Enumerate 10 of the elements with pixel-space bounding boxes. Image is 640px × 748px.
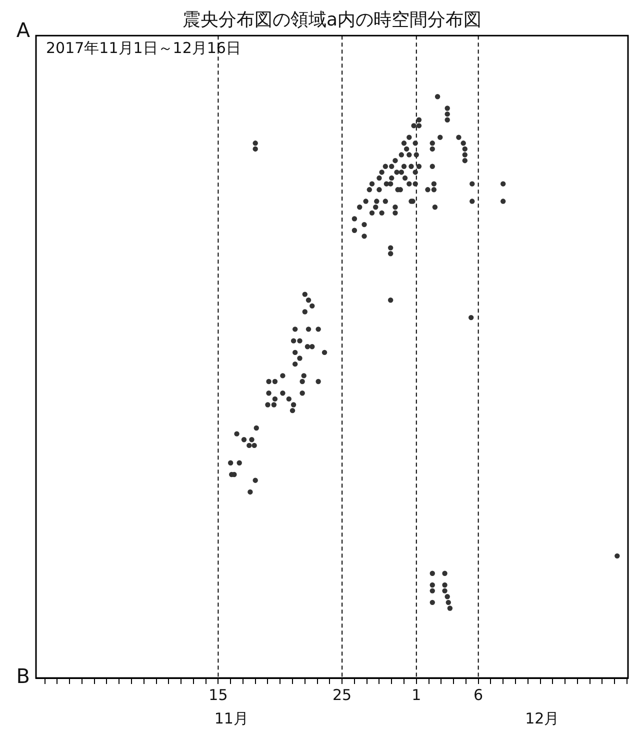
text: 11月 bbox=[214, 709, 248, 728]
x-tick-label: 1 bbox=[412, 686, 422, 704]
x-tick-label: 6 bbox=[474, 686, 484, 704]
text: 12月 bbox=[525, 709, 560, 728]
text: B bbox=[16, 664, 30, 688]
x-tick-label: 15 bbox=[208, 686, 228, 704]
chart-subtitle: 2017年11月1日～12月16日 bbox=[46, 38, 241, 57]
chart-title: 震央分布図の領域a内の時空間分布図 bbox=[182, 9, 482, 30]
x-tick-label: 25 bbox=[332, 686, 352, 704]
text: A bbox=[16, 18, 30, 42]
